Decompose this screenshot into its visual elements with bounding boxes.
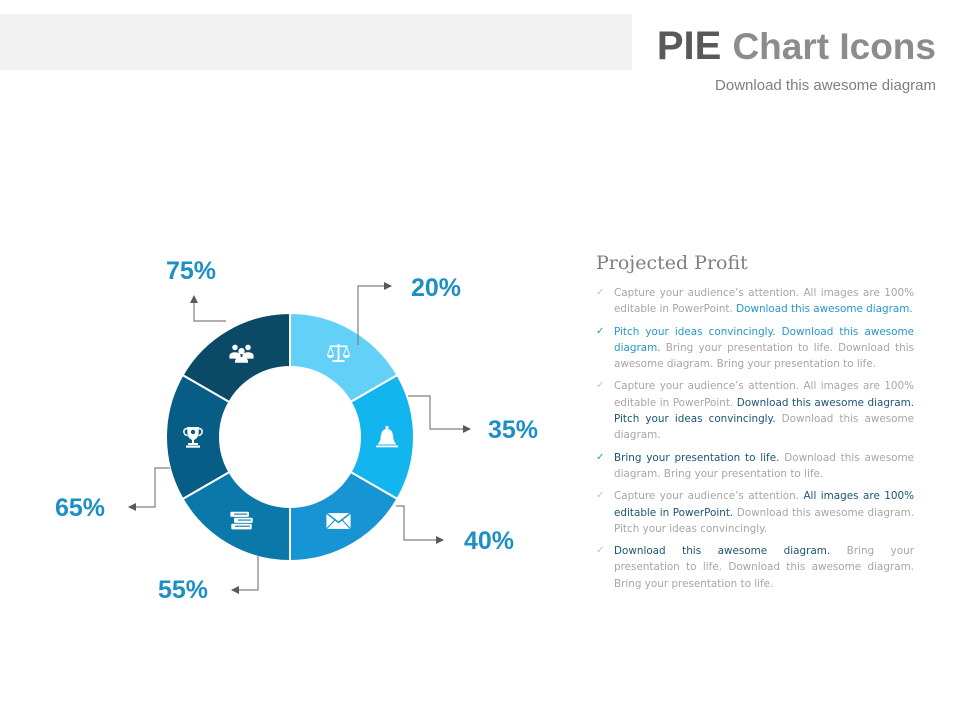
checkmark-icon: ✓ <box>596 490 605 502</box>
percent-label-75: 75% <box>166 257 216 285</box>
bullet-text: Download this awesome diagram. Pitch you… <box>614 506 914 535</box>
title-part-1: PIE <box>656 24 722 68</box>
page-subtitle: Download this awesome diagram <box>715 77 936 94</box>
bullet-item: ✓ Capture your audience’s attention. All … <box>596 378 914 443</box>
checkmark-icon: ✓ <box>596 325 605 337</box>
bullet-item: ✓ Pitch your ideas convincingly. Download… <box>596 324 914 373</box>
envelope-icon <box>325 512 352 530</box>
bullet-text: Download this awesome diagram. <box>736 303 913 316</box>
bullet-item: ✓ Capture your audience’s attention. All … <box>596 285 914 318</box>
callout-arrow-65 <box>128 467 170 511</box>
page-title: PIE Chart Icons <box>657 22 936 71</box>
bullet-text: Bring your presentation to life. <box>614 451 785 464</box>
bullet-text: Download this awesome diagram. <box>614 413 914 442</box>
bullet-list: ✓ Capture your audience’s attention. All … <box>596 285 914 598</box>
callout-arrow-75 <box>190 295 226 322</box>
callout-arrow-55 <box>231 556 259 594</box>
checkmark-icon: ✓ <box>596 380 605 392</box>
callout-arrow-20 <box>357 282 392 345</box>
bullet-text: Bring your presentation to life. Downloa… <box>614 341 915 371</box>
bullet-text: Capture your audience’s attention. <box>614 490 804 503</box>
bullet-text: Download this awesome diagram. <box>614 545 847 558</box>
percent-label-65: 65% <box>55 494 105 522</box>
bullet-text: Pitch your ideas convincingly. Download … <box>614 325 914 354</box>
percent-label-40: 40% <box>464 527 514 555</box>
bullet-text: All images are 100% editable in PowerPoi… <box>614 490 914 519</box>
bullet-item: ✓ Capture your audience’s attention. All … <box>596 488 914 537</box>
bullet-text: Capture your audience’s attention. All i… <box>614 380 914 409</box>
bullet-item: ✓ Download this awesome diagram. Bring yo… <box>596 543 914 592</box>
bullet-item: ✓ Bring your presentation to life. Downlo… <box>596 450 914 483</box>
title-band <box>0 14 632 70</box>
projected-profit-title: Projected Profit <box>596 252 748 274</box>
percent-label-20: 20% <box>411 274 461 302</box>
bullet-text: Bring your presentation to life. Downloa… <box>614 545 915 590</box>
bullet-text: Download this awesome diagram. Bring you… <box>614 451 914 480</box>
percent-label-55: 55% <box>158 576 208 604</box>
checkmark-icon: ✓ <box>596 451 605 463</box>
checkmark-icon: ✓ <box>596 287 605 298</box>
bullet-text: Download this awesome diagram. Pitch you… <box>614 396 914 426</box>
callout-arrow-35 <box>408 395 471 433</box>
title-part-2: Chart Icons <box>732 26 936 67</box>
callout-arrow-40 <box>396 505 444 544</box>
bullet-text: Capture your audience’s attention. All i… <box>614 287 914 316</box>
percent-label-35: 35% <box>488 416 538 444</box>
checkmark-icon: ✓ <box>596 545 605 557</box>
